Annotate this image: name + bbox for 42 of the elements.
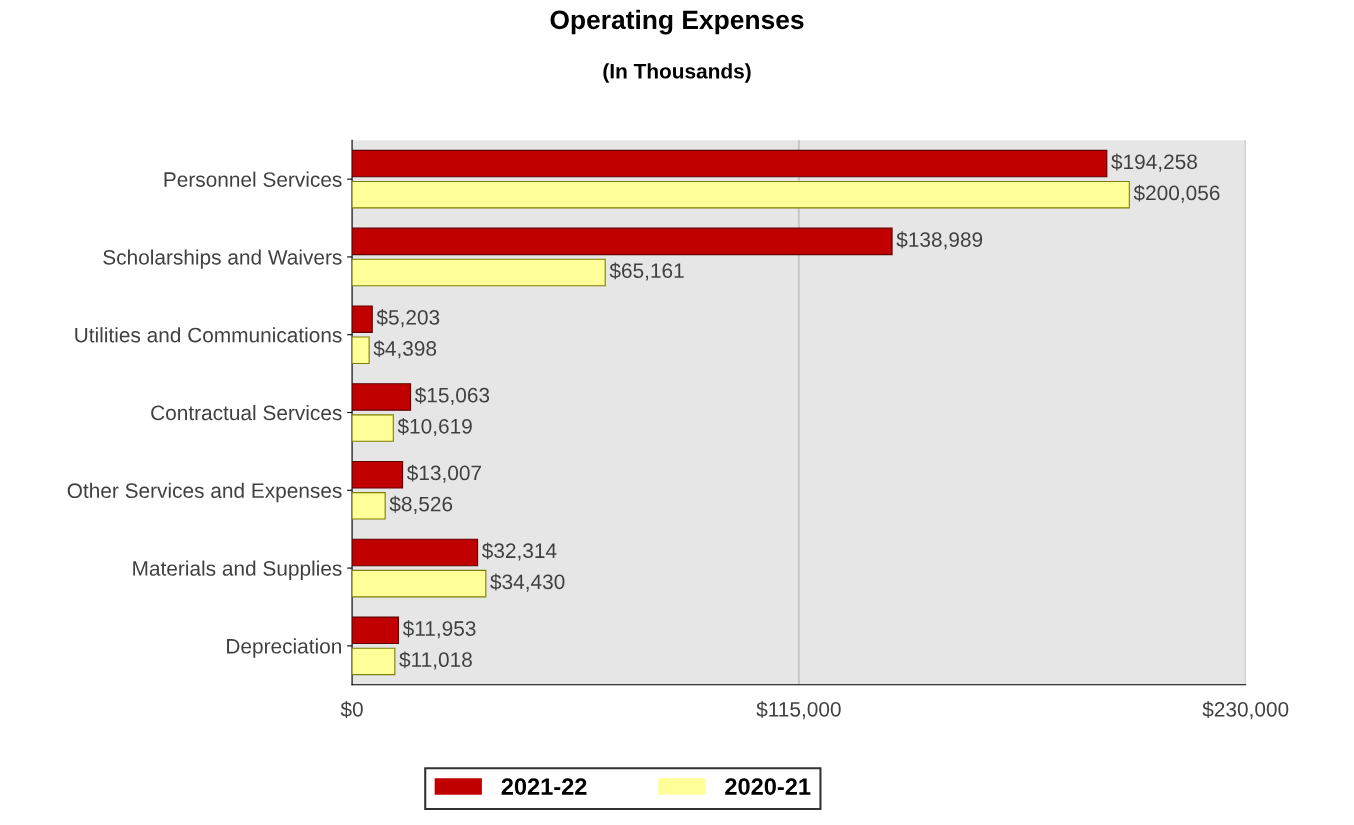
y-tick-label: Contractual Services [151,404,342,421]
bar [352,227,893,256]
legend-label: 2021-22 [501,778,587,795]
bar [352,616,400,645]
bar [352,492,386,520]
bar [352,538,479,567]
bar [352,460,404,489]
data-label: $194,258 [1111,153,1197,172]
data-label: $5,203 [376,309,440,328]
x-tick-label: $230,000 [1202,701,1289,720]
data-label: $8,526 [389,495,453,514]
y-tick-label: Materials and Supplies [133,560,342,580]
data-label: $32,314 [481,542,557,561]
y-tick-label: Personnel Services [164,171,342,187]
x-tick-label: $0 [340,701,363,718]
data-label: $10,619 [397,418,472,437]
legend-label: 2020-21 [725,778,811,795]
y-tick-label: Depreciation [227,638,341,658]
bar [352,180,1130,209]
x-tick-label: $115,000 [756,701,841,720]
data-label: $15,063 [414,386,490,405]
data-label: $138,989 [896,231,983,250]
bar [352,647,396,676]
bar [352,569,487,598]
data-label: $11,953 [402,620,476,639]
bar [352,336,370,365]
bar [352,305,373,333]
chart-subtitle: (In Thousands) [603,63,751,83]
data-label: $34,430 [490,573,565,592]
data-label: $4,398 [373,340,437,359]
data-label: $13,007 [406,464,482,483]
chart-title: Operating Expenses [550,9,804,35]
y-tick-label: Utilities and Communications [75,327,342,343]
bar [352,383,412,411]
bar [352,414,394,442]
data-label: $65,161 [609,262,684,281]
y-tick-label: Other Services and Expenses [67,482,342,503]
data-label: $200,056 [1133,184,1220,203]
y-tick-label: Scholarships and Waivers [103,249,342,269]
bar [352,149,1108,178]
data-label: $11,018 [399,651,472,670]
bar [352,258,606,287]
